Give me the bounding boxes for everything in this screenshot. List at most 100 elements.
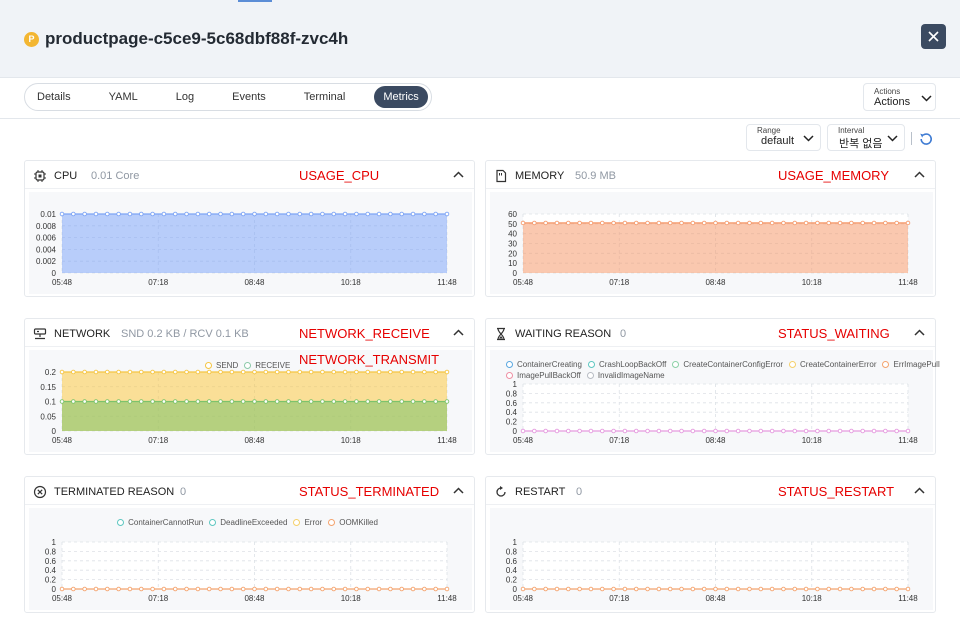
data-point [690,586,696,592]
memory-chart: 60 50 40 30 20 10 0 05:48 07:18 08:48 10:18 11:48 [490,192,933,294]
tab-yaml[interactable]: YAML [108,91,138,103]
data-point [308,369,314,375]
tab-details[interactable]: Details [37,91,71,103]
interval-select[interactable]: Interval 반복 없음 [827,124,905,151]
x-tick-label: 11:48 [898,436,918,445]
chevron-down-icon [887,135,898,142]
data-point [690,428,696,434]
legend-item[interactable]: ErrImagePull [882,359,940,370]
data-point [320,369,325,375]
legend-item[interactable]: ImagePullBackOff [506,370,581,381]
y-tick-label: 0 [52,427,57,436]
legend-item[interactable]: InvalidImageName [586,370,665,381]
legend-item[interactable]: RECEIVE [244,360,290,371]
data-point [195,399,201,404]
data-point [127,586,133,592]
data-point [622,428,628,434]
tab-metrics[interactable]: Metrics [374,86,428,108]
chevron-up-icon[interactable] [453,487,464,494]
legend-item[interactable]: DeadlineExceeded [209,517,287,528]
data-point [195,211,201,217]
y-tick-label: 0.6 [506,399,518,408]
x-tick-label: 10:18 [802,436,823,445]
close-button[interactable] [921,24,946,49]
x-tick-label: 05:48 [52,278,73,287]
range-caption: Range [757,126,781,135]
data-point [883,428,888,434]
data-point [206,586,212,592]
data-point [240,399,246,404]
data-point [837,220,843,226]
y-tick-label: 1 [513,538,518,547]
y-tick-label: 0.4 [45,566,57,575]
network-receive-code: NETWORK_RECEIVE [299,326,430,341]
data-point [218,586,223,592]
data-point [150,586,155,592]
data-point [218,211,223,217]
chevron-up-icon[interactable] [914,487,925,494]
y-tick-label: 0.2 [45,576,57,585]
tab-events[interactable]: Events [232,91,266,103]
data-point [376,586,382,592]
x-tick-label: 10:18 [802,594,823,603]
x-tick-label: 11:48 [437,278,457,287]
legend-item[interactable]: CrashLoopBackOff [587,359,666,370]
data-point [781,428,786,434]
data-point [849,586,854,592]
restart-chart: 1 0.8 0.6 0.4 0.2 0 05:48 07:18 08:48 10:18 11:48 [490,508,933,610]
data-point [297,369,303,375]
data-point [172,586,178,592]
data-point [837,586,843,592]
y-tick-label: 0.2 [506,576,518,585]
chevron-up-icon[interactable] [914,171,925,178]
data-point [376,399,382,404]
restart-panel: RESTART 0 STATUS_RESTART 1 0.8 0.6 0.4 0.2 0 0… [485,476,936,613]
actions-dropdown[interactable]: Actions Actions [863,83,936,111]
data-point [532,220,537,226]
data-point [195,586,201,592]
data-point [656,220,662,226]
legend-item[interactable]: Error [293,517,322,528]
y-tick-label: 0.6 [506,557,518,566]
data-point [71,211,76,217]
legend-marker [209,519,217,526]
terminated-legend-row: ContainerCannotRun DeadlineExceeded Error O… [29,517,472,528]
refresh-icon[interactable] [918,131,934,147]
network-panel: NETWORK SND 0.2 KB / RCV 0.1 KB NETWORK_… [24,318,475,455]
legend-item[interactable]: CreateContainerConfigError [672,359,783,370]
y-tick-label: 50 [508,220,517,229]
tab-terminal[interactable]: Terminal [303,91,346,103]
tab-log[interactable]: Log [175,91,195,103]
data-point [263,211,269,217]
legend-item[interactable]: SEND [205,360,238,371]
data-point [218,399,223,404]
waiting-value: 0 [620,328,627,340]
legend-item[interactable]: OOMKilled [328,517,378,528]
legend-item[interactable]: ContainerCannotRun [117,517,203,528]
chevron-up-icon[interactable] [453,329,464,336]
legend-marker [117,519,125,526]
data-point [376,211,382,217]
data-point [713,428,718,434]
data-point [758,220,764,226]
data-point [410,369,416,375]
data-point [433,369,438,375]
legend-item[interactable]: CreateContainerError [789,359,876,370]
x-tick-label: 05:48 [52,436,73,445]
data-point [274,211,280,217]
page-title: productpage-c5ce9-5c68dbf88f-zvc4h [45,29,349,48]
range-select[interactable]: Range default [746,124,821,151]
data-point [195,369,201,375]
data-point [633,220,639,226]
legend-label: OOMKilled [339,518,378,527]
data-point [566,586,571,592]
legend-item[interactable]: ContainerCreating [506,359,582,370]
chevron-up-icon[interactable] [914,329,925,336]
data-point [667,428,673,434]
data-point [894,586,899,592]
series-area [62,214,447,273]
data-point [577,220,582,226]
y-tick-label: 40 [508,230,517,239]
chevron-up-icon[interactable] [453,171,464,178]
data-point [701,586,707,592]
